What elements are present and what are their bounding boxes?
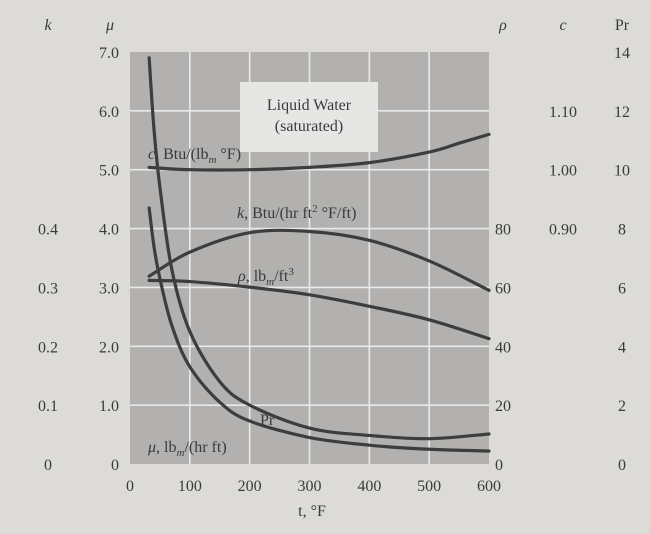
axis-symbol-pr: Pr: [615, 17, 630, 34]
axis-symbol-mu: μ: [105, 17, 114, 34]
tick-label-mu: 1.0: [99, 398, 119, 415]
x-tick-label: 500: [417, 478, 441, 495]
axis-symbol-c: c: [559, 17, 566, 34]
tick-label-c: 1.00: [549, 163, 577, 180]
tick-label-Pr: 4: [618, 339, 626, 356]
tick-label-Pr: 8: [618, 222, 626, 239]
tick-label-mu: 5.0: [99, 163, 119, 180]
curve-rho: [147, 278, 491, 341]
tick-label-Pr: 6: [618, 280, 626, 297]
x-tick-label: 600: [477, 478, 501, 495]
tick-label-rho: 20: [495, 398, 511, 415]
x-tick-label: 400: [357, 478, 381, 495]
axis-symbol-rho: ρ: [498, 17, 507, 34]
chart-title: Liquid Water: [267, 97, 352, 114]
curve-label-k: k, Btu/(hr ft2 °F/ft): [237, 203, 356, 222]
x-tick-label: 0: [126, 478, 134, 495]
curve-mu: [147, 206, 491, 453]
tick-label-mu: 6.0: [99, 104, 119, 121]
x-axis-title: t, °F: [298, 503, 326, 520]
tick-label-Pr: 10: [614, 163, 630, 180]
tick-label-k: 0.3: [38, 280, 58, 297]
tick-label-rho: 0: [495, 457, 503, 474]
tick-label-rho: 60: [495, 280, 511, 297]
tick-label-c: 1.10: [549, 104, 577, 121]
curve-Pr: [147, 56, 491, 441]
title-box: [240, 82, 378, 152]
tick-label-k: 0.1: [38, 398, 58, 415]
tick-label-mu: 7.0: [99, 45, 119, 62]
curve-c: [147, 132, 491, 172]
curves: [147, 56, 491, 453]
x-tick-label: 100: [178, 478, 202, 495]
tick-label-mu: 0: [111, 457, 119, 474]
tick-labels: 0 100 200 300 400 500 60000.10.20.30.401.02.03…: [38, 45, 630, 495]
tick-label-mu: 4.0: [99, 222, 119, 239]
tick-label-k: 0.2: [38, 339, 58, 356]
chart-subtitle: (saturated): [275, 118, 343, 135]
curve-label-rho: ρ, lbm/ft3: [237, 266, 294, 288]
tick-label-Pr: 2: [618, 398, 626, 415]
tick-label-mu: 3.0: [99, 280, 119, 297]
tick-label-k: 0.4: [38, 222, 58, 239]
curve-k: [147, 228, 491, 292]
tick-label-Pr: 0: [618, 457, 626, 474]
tick-label-Pr: 12: [614, 104, 630, 121]
tick-label-c: 0.90: [549, 222, 577, 239]
x-tick-label: 200: [238, 478, 262, 495]
tick-label-mu: 2.0: [99, 339, 119, 356]
curve-label-mu: μ, lbm/(hr ft): [147, 439, 227, 459]
tick-label-Pr: 14: [614, 45, 630, 62]
curve-label-pr: Pr: [260, 412, 275, 429]
axis-symbol-k: k: [44, 17, 52, 34]
curve-label-c: c, Btu/(lbm °F): [148, 146, 241, 166]
tick-label-k: 0: [44, 457, 52, 474]
tick-label-rho: 40: [495, 339, 511, 356]
tick-label-rho: 80: [495, 222, 511, 239]
x-tick-label: 300: [298, 478, 322, 495]
